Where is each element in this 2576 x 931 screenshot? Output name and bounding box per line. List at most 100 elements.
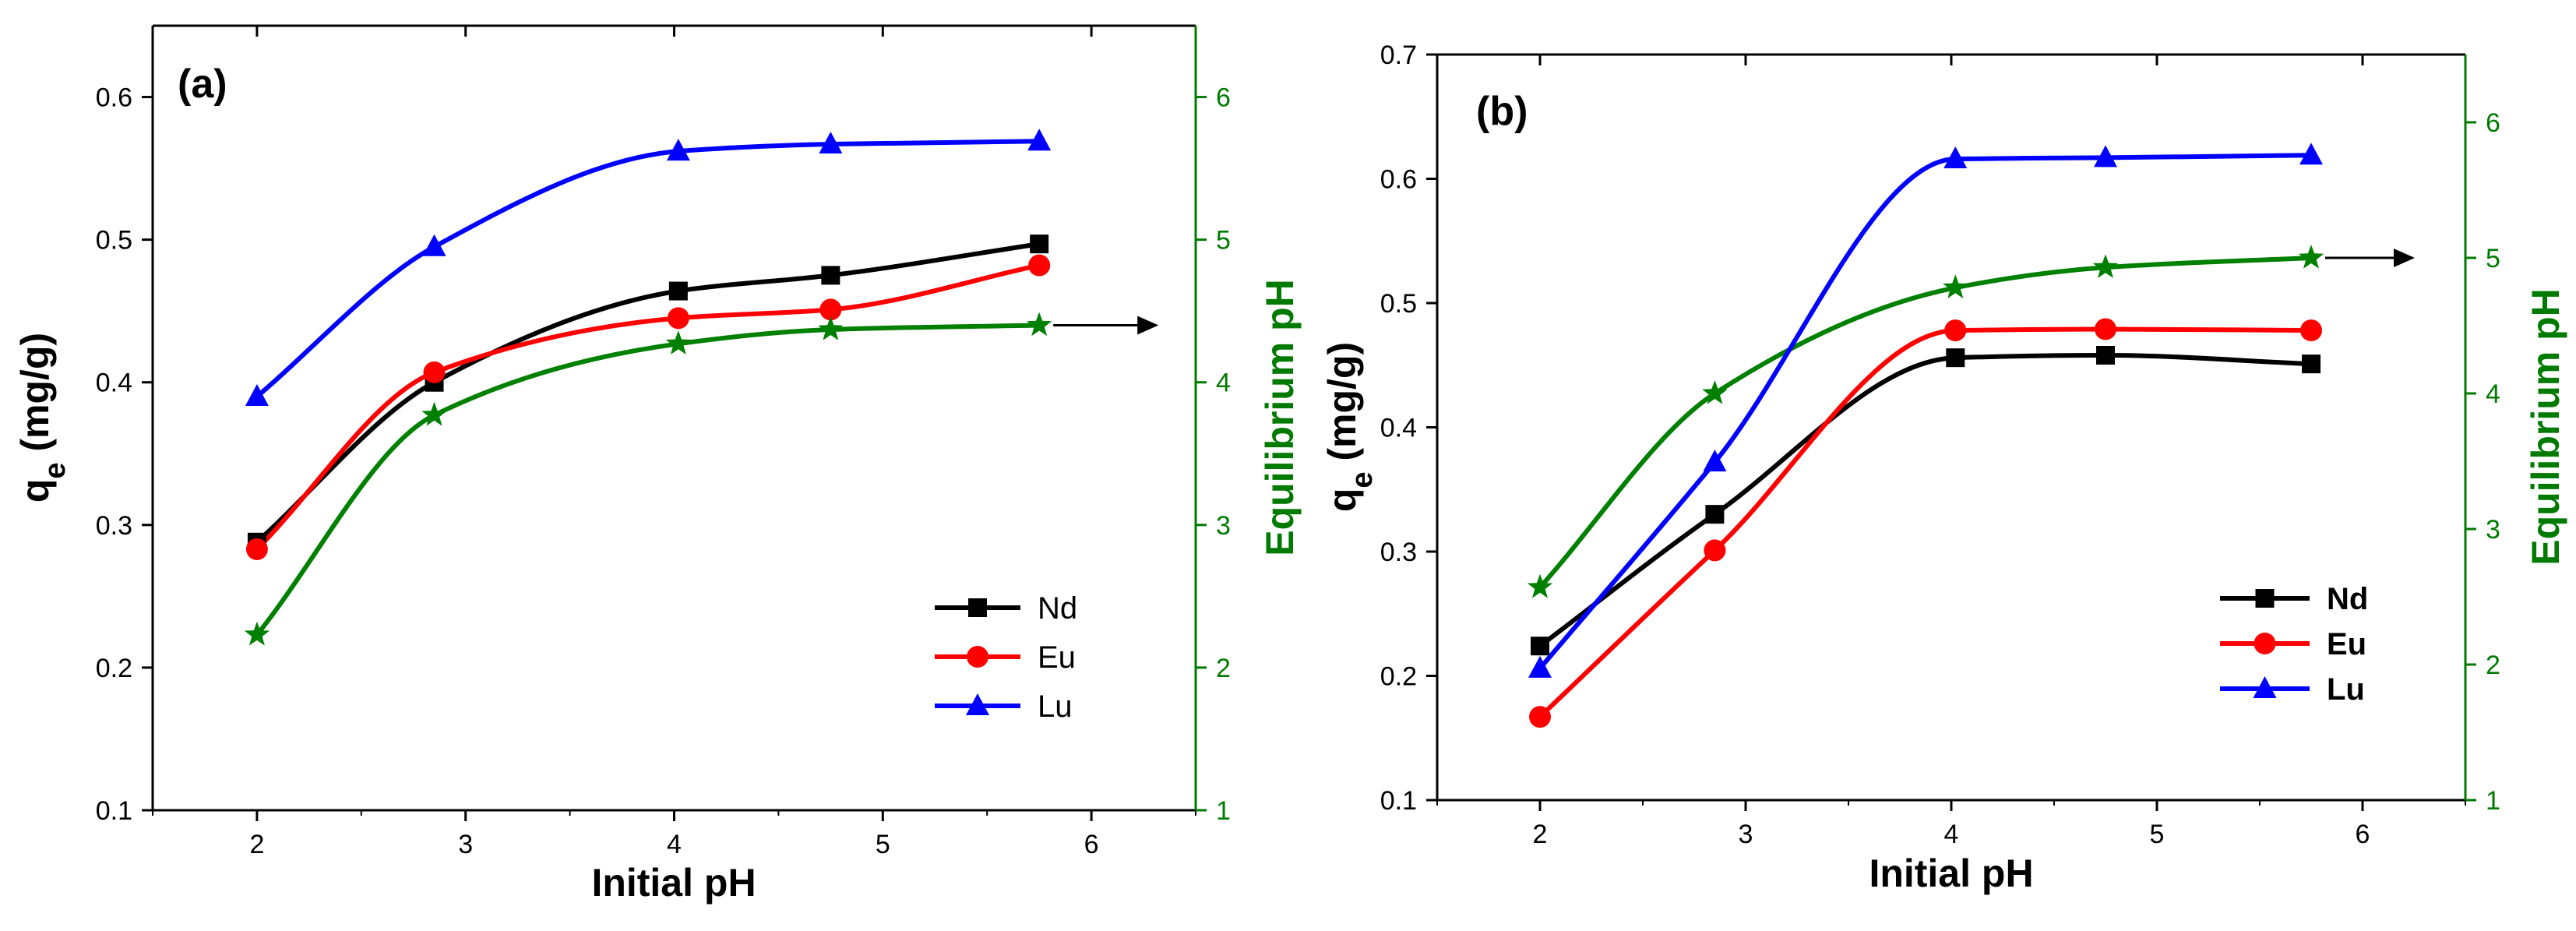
y-tick-label: 0.3 [96, 511, 132, 541]
series-line-eu [1538, 326, 2312, 719]
plot-area [244, 129, 1159, 646]
data-point-nd [1030, 235, 1049, 254]
data-point-nd [1946, 348, 1965, 368]
x-axis-title: Initial pH [591, 861, 756, 905]
y-tick-label: 0.1 [1380, 786, 1417, 816]
y-tick-label: 0.6 [96, 83, 132, 113]
y-axis-title-unit: (mg/g) [13, 333, 57, 463]
data-point-eu [245, 538, 268, 560]
data-point-eu [1704, 539, 1726, 562]
y-tick-label: 0.6 [1380, 165, 1417, 195]
legend-label-lu: Lu [2327, 672, 2365, 707]
series-line-lu [1538, 153, 2312, 670]
y2-tick-label: 6 [2486, 108, 2500, 138]
data-point-eu [423, 361, 446, 383]
plot-area [1527, 143, 2415, 728]
data-point-lu [819, 131, 843, 153]
y-tick-label: 0.2 [1380, 662, 1417, 692]
x-tick-label: 5 [2150, 820, 2165, 849]
legend-label-nd: Nd [2327, 582, 2368, 616]
panel-label: (b) [1476, 89, 1528, 134]
y-tick-label: 0.4 [1380, 414, 1417, 443]
data-point-nd [668, 281, 688, 301]
y-tick-label: 0.5 [1380, 289, 1417, 319]
series-line-lu [255, 139, 1040, 399]
data-point-lu [1703, 450, 1727, 472]
data-point-lu [2299, 143, 2323, 165]
x-tick-label: 5 [876, 830, 890, 859]
y2-tick-label: 1 [2486, 786, 2500, 816]
data-point-lu [1943, 146, 1968, 168]
x-axis-title: Initial pH [1869, 852, 2033, 895]
y-axis-title: qe (mg/g) [1320, 342, 1379, 512]
data-point-equilibrium-ph [1702, 380, 1728, 404]
legend-marker-eu [967, 646, 988, 668]
x-tick-label: 4 [1944, 820, 1959, 849]
data-point-equilibrium-ph [665, 330, 691, 354]
legend-label-eu: Eu [2327, 627, 2366, 661]
chart-panel-b: 2 3 4 5 6 0.1 0.2 0.3 0.4 0.5 0.6 0.7 1 2 3 4 5 6 Initial … [1320, 41, 2567, 895]
data-point-equilibrium-ph [1527, 573, 1553, 598]
legend-marker-nd [2255, 589, 2275, 608]
legend-label-eu: Eu [1038, 640, 1076, 675]
y2-tick-label: 1 [1216, 796, 1231, 826]
y2-axis-title: Equilibrium pH [2524, 288, 2567, 566]
series-line-nd [255, 242, 1040, 545]
data-point-eu [1529, 706, 1551, 728]
series-line-eu [255, 263, 1040, 552]
data-point-equilibrium-ph [1027, 312, 1052, 337]
data-point-equilibrium-ph [1943, 274, 1968, 298]
legend-marker-lu [2253, 676, 2277, 698]
data-point-equilibrium-ph [421, 401, 447, 426]
data-point-lu [666, 139, 690, 161]
y-axis-title-unit: (mg/g) [1320, 342, 1364, 472]
y-axis-title-sub: e [39, 462, 72, 478]
y2-tick-label: 5 [2486, 244, 2500, 273]
data-point-nd [821, 266, 840, 285]
x-tick-label: 6 [2356, 820, 2370, 849]
legend-marker-eu [2254, 633, 2276, 654]
y-axis-title: qe (mg/g) [13, 333, 72, 503]
legend: Nd Eu Lu [935, 591, 1077, 724]
legend-marker-lu [966, 693, 989, 715]
data-point-nd [2096, 345, 2115, 365]
panel-label: (a) [178, 62, 227, 107]
y2-tick-label: 2 [1216, 654, 1231, 683]
chart-panel-a: 2 3 4 5 6 0.1 0.2 0.3 0.4 0.5 0.6 1 2 3 4 5 6 Initial pH q… [13, 24, 1302, 905]
data-point-nd [1705, 505, 1725, 524]
y2-tick-label: 3 [1216, 511, 1231, 541]
data-point-equilibrium-ph [2298, 245, 2324, 269]
legend-label-lu: Lu [1038, 689, 1073, 724]
data-point-equilibrium-ph [2092, 254, 2119, 278]
x-tick-label: 6 [1084, 830, 1099, 859]
y-tick-label: 0.7 [1380, 41, 1417, 70]
data-point-eu [667, 307, 689, 330]
data-point-eu [1028, 254, 1051, 277]
data-point-lu [245, 384, 269, 407]
legend-label-nd: Nd [1038, 591, 1077, 626]
y2-tick-label: 4 [2486, 379, 2500, 409]
y-tick-label: 0.5 [96, 226, 132, 256]
y-tick-label: 0.4 [96, 369, 132, 398]
y2-tick-label: 4 [1216, 369, 1231, 398]
data-point-lu [1528, 655, 1552, 678]
axes: 2 3 4 5 6 0.1 0.2 0.3 0.4 0.5 0.6 0.7 1 2 3 4 5 6 Initial … [1320, 41, 2567, 895]
data-point-nd [1531, 637, 1549, 656]
x-tick-label: 3 [458, 830, 473, 859]
data-point-eu [819, 298, 842, 321]
data-point-lu [422, 234, 446, 256]
y2-axis-title: Equilibrium pH [1258, 279, 1302, 556]
data-point-eu [1944, 319, 1967, 342]
y2-tick-label: 2 [2486, 651, 2500, 680]
y-axis-title-main: q [13, 479, 57, 503]
y-axis-title-sub: e [1346, 471, 1379, 488]
data-point-eu [2095, 318, 2116, 340]
series-line-equilibrium-ph [1538, 256, 2312, 589]
series-line-equilibrium-ph [255, 323, 1040, 637]
axes: 2 3 4 5 6 0.1 0.2 0.3 0.4 0.5 0.6 1 2 3 4 5 6 Initial pH q… [13, 24, 1302, 905]
data-point-lu [1027, 129, 1052, 151]
x-tick-label: 2 [1533, 820, 1548, 849]
y-tick-label: 0.2 [96, 654, 132, 683]
y2-tick-label: 6 [1216, 83, 1231, 113]
